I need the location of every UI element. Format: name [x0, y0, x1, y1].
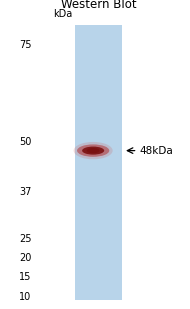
Text: Western Blot: Western Blot — [61, 0, 137, 11]
Ellipse shape — [87, 148, 100, 153]
Bar — [75, 25, 122, 300]
Text: 48kDa: 48kDa — [139, 146, 173, 156]
Ellipse shape — [74, 142, 113, 159]
Ellipse shape — [82, 146, 104, 154]
Ellipse shape — [77, 144, 109, 157]
Text: kDa: kDa — [53, 9, 72, 19]
